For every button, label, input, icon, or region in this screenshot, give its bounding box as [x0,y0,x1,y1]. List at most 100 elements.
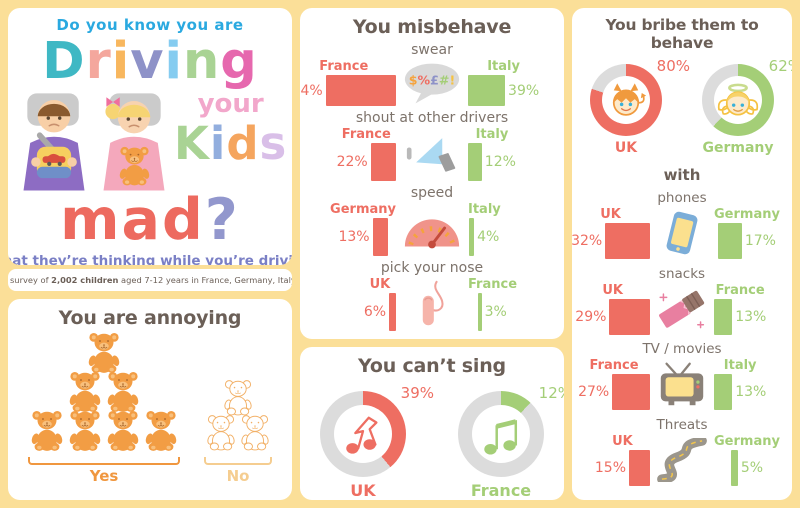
music-note-icon [484,419,518,455]
title-letter: g [220,32,258,91]
title-letter: i [164,32,183,91]
country-label: Germany [714,433,780,449]
row-title: swear [411,42,453,58]
title-letter: s [259,117,288,170]
row-title: pick your nose [380,260,484,276]
misbehave-row-shout: shout at other drivers France 22% [308,110,556,181]
broken-note-icon [346,416,378,454]
teddy-bear-icon [30,411,64,451]
country-label: Italy [723,358,757,374]
yes-bracket [28,457,180,465]
annoying-heading: You are annoying [58,307,242,329]
bribe-heading: You bribe them to behave [605,16,759,52]
megaphone-icon [406,138,456,172]
country-label: France [715,282,765,298]
percent-value: 12% [538,384,564,402]
country-label: UK [602,282,623,298]
percent-value: 13% [735,308,767,325]
bar-germany [730,449,738,486]
annoying-panel: You are annoying Yes [8,299,292,500]
bar-france [612,374,650,411]
title-letter: n [182,32,221,91]
teddy-bear-icon [106,411,140,451]
no-bear-group: No [204,380,272,485]
bar-germany [718,223,742,260]
title-letter: v [130,32,165,91]
row-title: snacks [658,265,706,282]
cant-sing-panel: You can’t sing 39% UK [300,347,564,500]
no-label: No [226,467,250,485]
row-title: phones [657,190,707,207]
title-word-mad: mad? [60,192,240,249]
tv-icon [660,362,704,406]
percent-value: 22% [336,154,368,170]
with-label: with [663,166,701,184]
country-label: Germany [330,202,396,217]
germany-bribe-block: 62% Germany [702,57,792,156]
percent-value: 27% [578,384,610,401]
no-bracket [204,457,272,465]
bribe-row-threats: Threats UK 15% [580,417,784,486]
teddy-bear-outline-icon [240,415,270,450]
title-word-your: your [197,89,264,119]
title-letter: r [85,32,112,91]
bribe-panel: You bribe them to behave [572,8,792,500]
percent-value: 17% [744,233,776,250]
percent-value: 62% [768,57,792,75]
bribe-row-tv-movies: TV / movies France 27% [578,341,784,411]
percent-value: 6% [363,304,387,320]
country-label: France [470,481,532,500]
kids-in-carseats-illustration [23,93,165,191]
angel-child-icon [717,83,759,116]
bar-france [714,298,733,335]
bar-uk [629,449,650,486]
country-label: France [589,358,639,374]
teddy-bear-icon [144,411,178,451]
percent-value: 13% [338,229,370,245]
percent-value: 29% [575,308,607,325]
chocolate-icon [659,290,705,329]
uk-bribe-block: 80% UK [590,57,690,156]
percent-value: 39% [508,82,540,99]
title-letter: i [209,117,227,170]
country-label: UK [350,481,376,500]
country-label: Italy [475,127,509,142]
devil-child-icon [612,83,647,116]
teddy-bear-icon [87,333,121,373]
percent-value: 32% [572,233,603,250]
percent-value: 13% [735,384,767,401]
title-letter: D [42,32,86,91]
bar-italy [468,75,506,106]
teddy-bear-icon [106,372,140,412]
teddy-bear-icon [68,411,102,451]
title-word-kids: Kids [174,121,287,166]
bar-italy [714,374,733,411]
country-label: Italy [468,202,501,217]
bar-italy [468,143,482,181]
title-letter: i [111,32,131,91]
bar-italy [469,218,475,256]
percent-value: 5% [740,459,764,476]
bar-france [325,75,396,106]
teddy-bear-outline-icon [223,380,253,415]
cant-sing-heading: You can’t sing [358,355,506,377]
misbehave-row-nose: pick your nose UK 6% [308,260,556,331]
phone-icon [666,212,698,255]
france-sing-donut: 12% [458,384,564,477]
germany-bribe-donut: 62% [702,57,792,136]
misbehave-panel: You misbehave swear France 74% $%£#! [300,8,564,339]
teddy-bear-icon [68,372,102,412]
misbehave-row-speed: speed Germany 13% [308,185,556,256]
percent-value: 74% [300,82,323,99]
speech-bubble-icon: $%£#! [404,63,460,103]
speedometer-icon [404,219,460,249]
country-label: Germany [714,207,780,223]
percent-value: 12% [484,154,516,170]
bribe-row-snacks: snacks UK 29% [575,265,784,335]
survey-footnote-panel: Ford-sponsored survey of 2,002 children … [8,269,292,291]
title-letter: d [226,117,260,170]
bar-france [370,143,396,181]
country-label: UK [614,140,638,156]
country-label: UK [369,277,391,292]
